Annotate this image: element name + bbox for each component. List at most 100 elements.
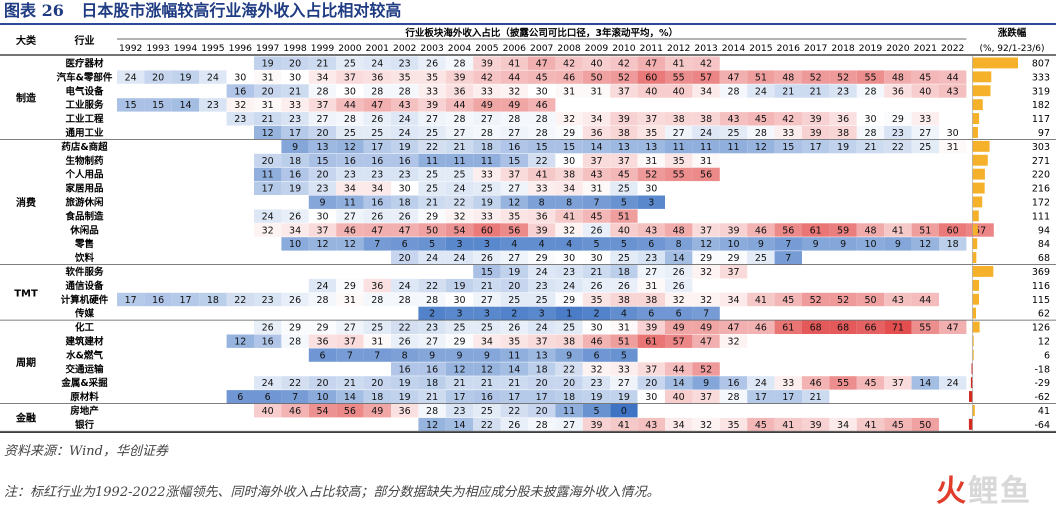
cell-value: 31 [262, 72, 274, 83]
heat-cell [582, 320, 611, 334]
cell-value: 28 [371, 86, 383, 97]
cell-value: 5 [593, 406, 599, 417]
heat-cell [254, 320, 282, 334]
cell-value: 22 [453, 198, 465, 209]
gain-bar [972, 349, 974, 361]
heat-cell [692, 334, 720, 348]
heat-cell [856, 70, 885, 84]
gain-value: 84 [1038, 239, 1050, 250]
source-note: 资料来源：Wind，华创证券 [4, 444, 168, 459]
cell-value: 26 [399, 211, 411, 222]
cell-value: 9 [456, 350, 462, 361]
heat-cell [747, 376, 775, 390]
cell-value: 23 [399, 59, 411, 70]
cell-value: 11 [727, 142, 739, 153]
gain-value: 319 [1032, 86, 1050, 97]
cell-value: 25 [727, 128, 739, 139]
cell-value: 15 [152, 100, 164, 111]
cell-value: 33 [481, 86, 493, 97]
cell-value: 42 [481, 72, 493, 83]
heat-cell [747, 417, 775, 432]
heat-cell [665, 251, 693, 265]
heat-cell [473, 70, 501, 84]
cell-value: 32 [727, 337, 739, 348]
heat-cell [555, 320, 583, 334]
heat-cell [637, 195, 665, 209]
heat-cell [308, 376, 337, 390]
cell-value: 25 [755, 253, 767, 264]
cell-value: 27 [344, 211, 356, 222]
cell-value: 29 [892, 114, 904, 125]
cell-value: 66 [864, 323, 876, 334]
cell-value: 18 [207, 295, 219, 306]
cell-value: 17 [371, 142, 383, 153]
year-header: 2014 [722, 43, 746, 54]
heat-cell [829, 237, 857, 251]
heat-cell [528, 251, 556, 265]
heat-cell [555, 362, 583, 376]
cell-value: 20 [371, 378, 383, 389]
cell-value: 5 [593, 239, 599, 250]
heat-cell [281, 84, 309, 98]
cell-value: 43 [399, 100, 411, 111]
heat-cell [117, 292, 145, 307]
heat-cell [500, 237, 528, 251]
cell-value: 45 [892, 420, 904, 431]
year-header: 2008 [557, 43, 581, 54]
heat-cell [418, 251, 446, 265]
heat-cell [363, 404, 391, 418]
heat-cell [610, 237, 638, 251]
heat-cell [637, 320, 665, 334]
heat-cell [445, 404, 474, 418]
heat-cell [774, 126, 802, 140]
cell-value: 33 [782, 378, 794, 389]
industry-label: 通信设备 [65, 280, 104, 292]
heat-cell [692, 292, 720, 307]
cell-value: 22 [289, 378, 301, 389]
cell-value: 60 [481, 225, 493, 236]
industry-label: 通用工业 [65, 127, 104, 139]
cell-value: 7 [292, 392, 298, 403]
heat-cell [336, 56, 364, 70]
heat-cell [226, 334, 254, 348]
cell-value: 2 [429, 309, 435, 320]
heat-cell [829, 292, 857, 307]
cell-value: 35 [645, 128, 657, 139]
heat-cell [637, 237, 665, 251]
heat-cell [911, 112, 939, 126]
cell-value: 33 [481, 211, 493, 222]
cell-value: 34 [371, 184, 383, 195]
cell-value: 11 [700, 142, 712, 153]
heat-cell [665, 237, 693, 251]
heat-cell [500, 251, 528, 265]
heat-cell [391, 237, 419, 251]
heat-cell [363, 139, 391, 154]
cell-value: 21 [508, 378, 520, 389]
heat-cell [582, 251, 611, 265]
cell-value: 61 [645, 337, 657, 348]
cell-value: 23 [563, 267, 575, 278]
cell-value: 41 [618, 420, 630, 431]
heat-cell [555, 181, 583, 195]
heat-cell [199, 98, 227, 112]
cell-value: 42 [563, 59, 575, 70]
cell-value: 24 [563, 281, 575, 292]
cell-value: 35 [590, 295, 602, 306]
cell-value: 24 [316, 281, 328, 292]
cell-value: 39 [727, 225, 739, 236]
cell-value: 47 [645, 59, 657, 70]
cell-value: 52 [837, 295, 849, 306]
cell-value: 49 [673, 323, 685, 334]
year-header: 2009 [585, 43, 609, 54]
cell-value: 52 [810, 72, 822, 83]
cell-value: 30 [563, 253, 575, 264]
cell-value: 50 [590, 72, 602, 83]
cell-value: 16 [371, 198, 383, 209]
industry-label: 医疗器材 [65, 58, 104, 70]
cell-value: 32 [700, 267, 712, 278]
cell-value: 30 [234, 72, 246, 83]
cell-value: 48 [673, 225, 685, 236]
heat-cell [336, 278, 364, 293]
heat-cell [144, 98, 172, 112]
cell-value: 41 [892, 225, 904, 236]
